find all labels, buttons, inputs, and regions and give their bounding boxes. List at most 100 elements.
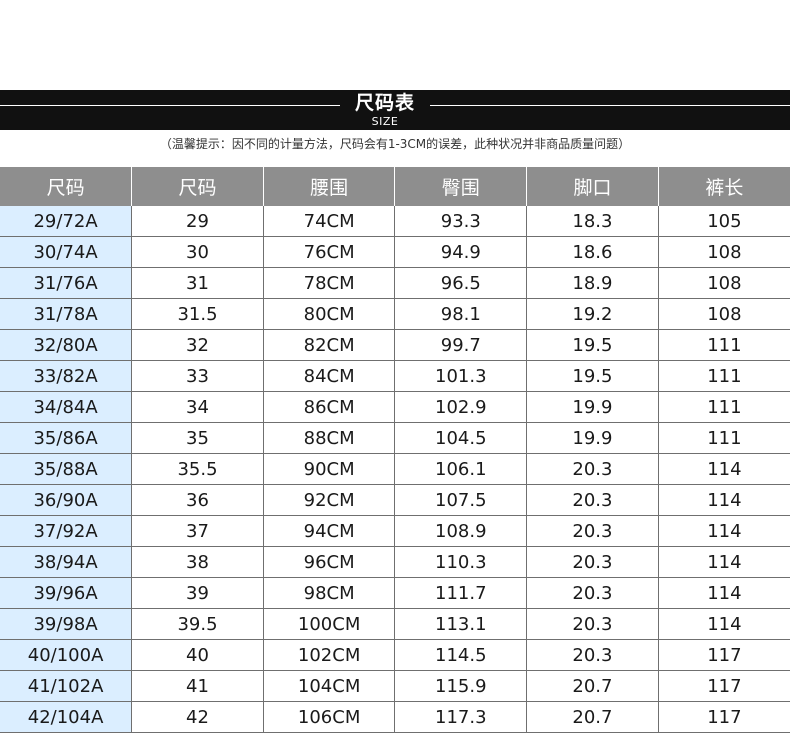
cell-pant-length: 108 bbox=[658, 298, 790, 330]
header-row: 尺码 尺码 腰围 臀围 脚口 裤长 bbox=[0, 167, 790, 206]
cell-waist: 94CM bbox=[263, 515, 396, 547]
cell-size: 36 bbox=[131, 484, 264, 516]
cell-size: 38 bbox=[131, 546, 264, 578]
cell-pant-length: 111 bbox=[658, 422, 790, 454]
cell-leg-opening: 20.7 bbox=[526, 701, 659, 733]
cell-hip: 99.7 bbox=[394, 329, 528, 361]
cell-size: 29 bbox=[131, 206, 264, 237]
table-row: 38/94A 38 96CM 110.3 20.3 114 bbox=[0, 546, 790, 578]
cell-leg-opening: 19.2 bbox=[526, 298, 659, 330]
cell-size-code: 32/80A bbox=[0, 329, 133, 361]
cell-waist: 74CM bbox=[263, 206, 396, 237]
cell-size-code: 41/102A bbox=[0, 670, 133, 702]
table-row: 31/76A 31 78CM 96.5 18.9 108 bbox=[0, 267, 790, 299]
size-chart-banner: 尺码表 SIZE bbox=[0, 90, 790, 130]
cell-waist: 76CM bbox=[263, 236, 396, 268]
cell-hip: 114.5 bbox=[394, 639, 528, 671]
cell-size: 33 bbox=[131, 360, 264, 392]
table-row: 39/96A 39 98CM 111.7 20.3 114 bbox=[0, 577, 790, 609]
cell-waist: 80CM bbox=[263, 298, 396, 330]
cell-hip: 106.1 bbox=[394, 453, 528, 485]
cell-pant-length: 117 bbox=[658, 639, 790, 671]
cell-leg-opening: 19.5 bbox=[526, 329, 659, 361]
cell-leg-opening: 18.3 bbox=[526, 206, 659, 237]
cell-waist: 92CM bbox=[263, 484, 396, 516]
cell-hip: 98.1 bbox=[394, 298, 528, 330]
cell-size-code: 29/72A bbox=[0, 206, 133, 237]
cell-hip: 94.9 bbox=[394, 236, 528, 268]
cell-size: 39.5 bbox=[131, 608, 264, 640]
cell-pant-length: 114 bbox=[658, 546, 790, 578]
cell-hip: 115.9 bbox=[394, 670, 528, 702]
cell-size: 35.5 bbox=[131, 453, 264, 485]
cell-waist: 100CM bbox=[263, 608, 396, 640]
cell-hip: 104.5 bbox=[394, 422, 528, 454]
table-row: 31/78A 31.5 80CM 98.1 19.2 108 bbox=[0, 298, 790, 330]
cell-size: 30 bbox=[131, 236, 264, 268]
cell-waist: 96CM bbox=[263, 546, 396, 578]
table-row: 33/82A 33 84CM 101.3 19.5 111 bbox=[0, 360, 790, 392]
cell-leg-opening: 20.3 bbox=[526, 546, 659, 578]
cell-leg-opening: 20.3 bbox=[526, 639, 659, 671]
cell-waist: 86CM bbox=[263, 391, 396, 423]
cell-hip: 113.1 bbox=[394, 608, 528, 640]
table-row: 32/80A 32 82CM 99.7 19.5 111 bbox=[0, 329, 790, 361]
cell-size-code: 34/84A bbox=[0, 391, 133, 423]
cell-size-code: 30/74A bbox=[0, 236, 133, 268]
cell-waist: 90CM bbox=[263, 453, 396, 485]
cell-hip: 108.9 bbox=[394, 515, 528, 547]
cell-hip: 96.5 bbox=[394, 267, 528, 299]
banner-subtitle: SIZE bbox=[371, 115, 399, 128]
cell-leg-opening: 20.7 bbox=[526, 670, 659, 702]
cell-waist: 98CM bbox=[263, 577, 396, 609]
cell-waist: 106CM bbox=[263, 701, 396, 733]
cell-leg-opening: 18.6 bbox=[526, 236, 659, 268]
cell-size: 39 bbox=[131, 577, 264, 609]
column-header-pant-length: 裤长 bbox=[658, 167, 790, 206]
size-table-header: 尺码 尺码 腰围 臀围 脚口 裤长 bbox=[0, 167, 790, 206]
cell-hip: 101.3 bbox=[394, 360, 528, 392]
cell-leg-opening: 20.3 bbox=[526, 484, 659, 516]
table-row: 41/102A 41 104CM 115.9 20.7 117 bbox=[0, 670, 790, 702]
cell-leg-opening: 19.5 bbox=[526, 360, 659, 392]
cell-hip: 107.5 bbox=[394, 484, 528, 516]
cell-hip: 102.9 bbox=[394, 391, 528, 423]
cell-hip: 110.3 bbox=[394, 546, 528, 578]
cell-size-code: 38/94A bbox=[0, 546, 133, 578]
cell-size-code: 39/98A bbox=[0, 608, 133, 640]
cell-hip: 111.7 bbox=[394, 577, 528, 609]
table-row: 40/100A 40 102CM 114.5 20.3 117 bbox=[0, 639, 790, 671]
cell-pant-length: 114 bbox=[658, 577, 790, 609]
cell-pant-length: 114 bbox=[658, 453, 790, 485]
cell-size-code: 35/86A bbox=[0, 422, 133, 454]
cell-size: 34 bbox=[131, 391, 264, 423]
cell-hip: 117.3 bbox=[394, 701, 528, 733]
banner-divider-right bbox=[430, 105, 790, 106]
cell-pant-length: 108 bbox=[658, 267, 790, 299]
table-row: 39/98A 39.5 100CM 113.1 20.3 114 bbox=[0, 608, 790, 640]
cell-waist: 82CM bbox=[263, 329, 396, 361]
cell-leg-opening: 20.3 bbox=[526, 453, 659, 485]
cell-size-code: 33/82A bbox=[0, 360, 133, 392]
cell-size: 32 bbox=[131, 329, 264, 361]
cell-pant-length: 105 bbox=[658, 206, 790, 237]
banner-title: 尺码表 bbox=[354, 92, 415, 114]
cell-size: 35 bbox=[131, 422, 264, 454]
cell-size: 41 bbox=[131, 670, 264, 702]
cell-pant-length: 108 bbox=[658, 236, 790, 268]
cell-leg-opening: 19.9 bbox=[526, 422, 659, 454]
column-header-leg-opening: 脚口 bbox=[526, 167, 659, 206]
cell-size-code: 31/76A bbox=[0, 267, 133, 299]
table-row: 35/88A 35.5 90CM 106.1 20.3 114 bbox=[0, 453, 790, 485]
table-row: 36/90A 36 92CM 107.5 20.3 114 bbox=[0, 484, 790, 516]
table-row: 42/104A 42 106CM 117.3 20.7 117 bbox=[0, 701, 790, 733]
cell-size-code: 39/96A bbox=[0, 577, 133, 609]
table-row: 34/84A 34 86CM 102.9 19.9 111 bbox=[0, 391, 790, 423]
column-header-waist: 腰围 bbox=[263, 167, 396, 206]
cell-size-code: 36/90A bbox=[0, 484, 133, 516]
cell-size: 37 bbox=[131, 515, 264, 547]
cell-size-code: 42/104A bbox=[0, 701, 133, 733]
cell-pant-length: 117 bbox=[658, 670, 790, 702]
cell-waist: 88CM bbox=[263, 422, 396, 454]
cell-size-code: 40/100A bbox=[0, 639, 133, 671]
